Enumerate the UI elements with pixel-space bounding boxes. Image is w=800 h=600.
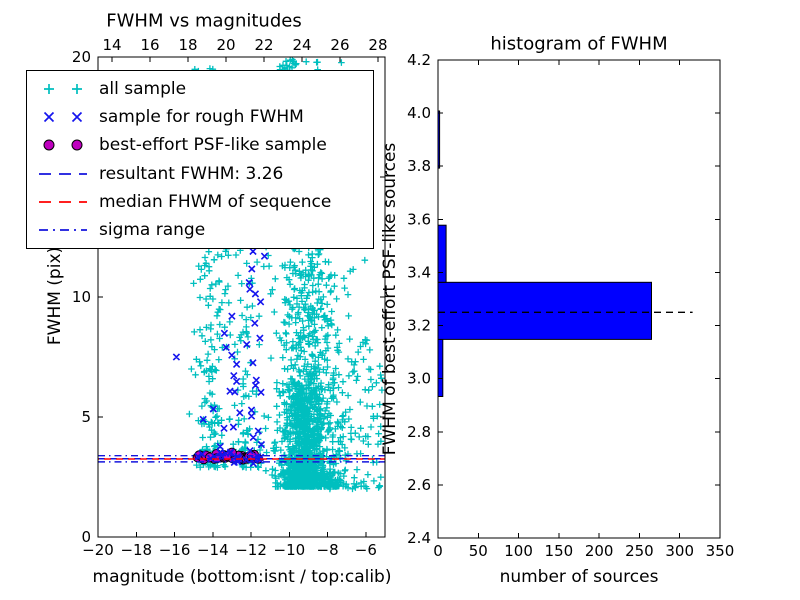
right-xtick-label: 250 [625, 542, 654, 560]
right-ytick-label: 4.0 [407, 104, 431, 122]
right-xtick-label: 350 [706, 542, 735, 560]
left-xtick-label: −20 [82, 541, 114, 559]
left-xtick-label: −10 [274, 541, 306, 559]
right-xtick-label: 50 [469, 542, 488, 560]
left-top-xtick-label: 16 [140, 36, 159, 54]
left-plot-title: FWHM vs magnitudes [106, 10, 302, 32]
legend-label: best-effort PSF-like sample [99, 135, 327, 156]
right-xtick-label: 200 [585, 542, 614, 560]
right-xtick-label: 0 [433, 542, 443, 560]
legend-label: median FHWM of sequence [99, 191, 332, 212]
left-top-xtick-label: 14 [103, 36, 122, 54]
legend-label: sample for rough FWHM [99, 107, 304, 128]
left-xtick-label: −8 [317, 541, 339, 559]
legend-marker-dashdot-icon [39, 228, 87, 231]
left-top-xtick-label: 26 [330, 36, 349, 54]
right-ytick-label: 2.4 [407, 529, 431, 547]
legend: all sample sample for rough FWHM best-effo… [26, 70, 374, 249]
left-top-xtick-label: 22 [254, 36, 273, 54]
left-top-xtick-label: 28 [368, 36, 387, 54]
legend-marker-circle-icon [43, 139, 83, 151]
right-ytick-label: 2.8 [407, 423, 431, 441]
left-plot-ticks: −20 −18 −16 −14 −12 −10 −8 −6 14 16 18 20 22 24 26 28 0 5… [72, 36, 388, 559]
legend-marker-cross-icon [43, 112, 83, 123]
right-plot-title: histogram of FWHM [490, 33, 668, 55]
right-ytick-label: 3.6 [407, 210, 431, 228]
left-plot-xlabel: magnitude (bottom:isnt / top:calib) [92, 567, 392, 587]
legend-row-5: median FHWM of sequence [35, 189, 373, 215]
right-plot-ticks: 0 50 100 150 200 250 300 350 2.4 2.6 2.8 3.0 3.2 3.4 3… [407, 51, 734, 560]
left-xtick-label: −18 [120, 541, 152, 559]
right-ytick-label: 3.2 [407, 317, 431, 335]
left-xtick-label: −6 [355, 541, 377, 559]
legend-row-6: sigma range [35, 217, 373, 243]
left-xtick-label: −12 [235, 541, 267, 559]
left-ytick-label: 20 [72, 48, 91, 66]
right-plot-ylabel: FWHM of best-effort PSF-like sources [380, 142, 400, 456]
left-plot-ylabel: FWHM (pix) [45, 246, 65, 346]
left-top-xtick-label: 18 [178, 36, 197, 54]
left-ytick-label: 0 [81, 528, 91, 546]
legend-marker-dashed-icon [39, 200, 87, 203]
right-ytick-label: 3.8 [407, 157, 431, 175]
left-xtick-label: −16 [159, 541, 191, 559]
left-xtick-label: −14 [197, 541, 229, 559]
right-ytick-label: 3.4 [407, 263, 431, 281]
legend-marker-dashed-icon [39, 172, 87, 175]
histogram-bar [437, 281, 652, 340]
legend-row-2: sample for rough FWHM [35, 104, 373, 130]
legend-label: resultant FWHM: 3.26 [99, 163, 284, 184]
right-plot-xlabel: number of sources [499, 567, 659, 587]
right-xtick-label: 300 [665, 542, 694, 560]
right-xtick-label: 150 [545, 542, 574, 560]
right-ytick-label: 3.0 [407, 370, 431, 388]
right-xtick-label: 100 [504, 542, 533, 560]
right-ytick-label: 2.6 [407, 476, 431, 494]
left-ytick-label: 10 [72, 288, 91, 306]
histogram-bar [437, 338, 444, 397]
right-plot-frame [437, 59, 721, 539]
histogram-bar [437, 224, 447, 283]
legend-row-4: resultant FWHM: 3.26 [35, 161, 373, 187]
right-ytick-label: 4.2 [407, 51, 431, 69]
legend-label: sigma range [99, 219, 206, 240]
left-top-xtick-label: 24 [292, 36, 311, 54]
left-top-xtick-label: 20 [216, 36, 235, 54]
left-ytick-label: 5 [81, 408, 91, 426]
left-plot-data-area [98, 57, 385, 493]
legend-marker-plus-icon [44, 84, 82, 95]
histogram-bars [437, 110, 652, 397]
legend-row-3: best-effort PSF-like sample [35, 132, 373, 158]
legend-label: all sample [99, 79, 187, 100]
all-sample-points [186, 57, 385, 493]
legend-row-1: all sample [35, 76, 373, 102]
